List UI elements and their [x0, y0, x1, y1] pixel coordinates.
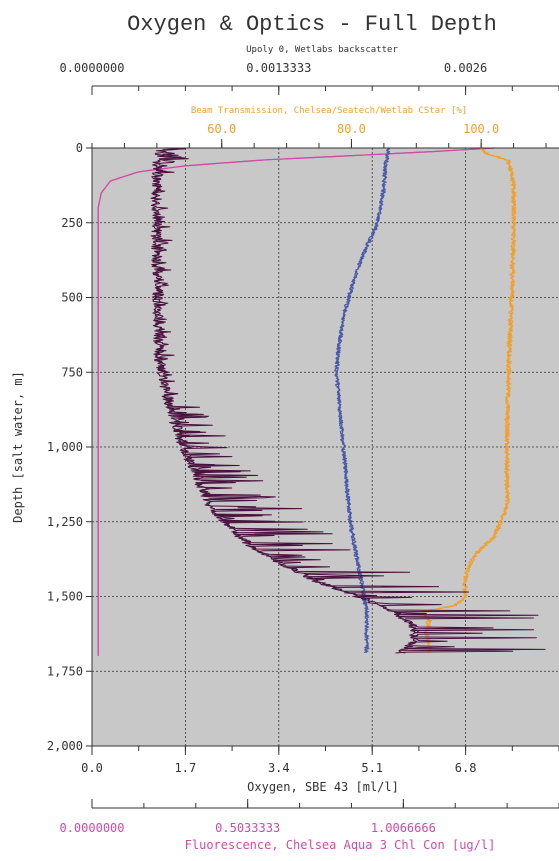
depth-tick-label: 750: [61, 365, 83, 379]
tick-label: 5.1: [361, 761, 383, 775]
oxygen-axis-label: Oxygen, SBE 43 [ml/l]: [247, 780, 399, 794]
fluorescence-series-line: [97, 147, 495, 656]
oxygen-series-line: [334, 147, 391, 654]
tick-label: 0.5033333: [215, 821, 280, 835]
top-axes: Upoly 0, Wetlabs backscatter 0.0000000 0.…: [59, 45, 559, 148]
depth-tick-label: 0: [76, 141, 83, 155]
beam-ticks: 60.0 80.0 100.0: [91, 122, 547, 148]
depth-ticks: 0 250 500 750 1,000 1,250 1,500 1,750 2,000: [47, 141, 92, 753]
tick-label: 100.0: [463, 122, 499, 136]
series-layer: [97, 147, 546, 656]
plot-area: [91, 147, 559, 747]
tick-label: 0.0000000: [59, 61, 124, 75]
tick-label: 60.0: [207, 122, 236, 136]
depth-tick-label: 1,500: [47, 590, 83, 604]
depth-tick-label: 2,000: [47, 739, 83, 753]
tick-label: 0.0: [81, 761, 103, 775]
depth-tick-label: 1,250: [47, 515, 83, 529]
depth-tick-label: 250: [61, 216, 83, 230]
tick-label: 80.0: [337, 122, 366, 136]
tick-label: 1.7: [175, 761, 197, 775]
tick-label: 0.0013333: [246, 61, 311, 75]
tick-label: 0.0026: [444, 61, 487, 75]
beam-axis-label: Beam Transmission, Chelsea/Seatech/Wetla…: [191, 106, 467, 116]
tick-label: 1.0066666: [371, 821, 436, 835]
backscatter-series-line: [150, 147, 546, 654]
beam-series-line: [421, 147, 517, 654]
depth-axis-label: Depth [salt water, m]: [11, 371, 25, 523]
depth-tick-label: 1,000: [47, 440, 83, 454]
bottom-axes: 0.0 1.7 3.4 5.1 6.8 Oxygen, SBE 43 [ml/l] 0.…: [59, 746, 559, 852]
fluorescence-ticks: 0.0000000 0.5033333 1.0066666: [59, 799, 559, 835]
depth-tick-label: 1,750: [47, 664, 83, 678]
fluorescence-axis-label: Fluorescence, Chelsea Aqua 3 Chl Con [ug…: [185, 838, 496, 852]
oxygen-ticks: 0.0 1.7 3.4 5.1 6.8: [81, 746, 559, 775]
grid: [92, 148, 559, 746]
tick-label: 3.4: [268, 761, 290, 775]
tick-label: 0.0000000: [59, 821, 124, 835]
backscatter-ticks: 0.0000000 0.0013333 0.0026: [59, 61, 559, 95]
chart-title: Oxygen & Optics - Full Depth: [127, 12, 497, 37]
backscatter-axis-label: Upoly 0, Wetlabs backscatter: [246, 45, 398, 55]
tick-label: 6.8: [455, 761, 477, 775]
depth-tick-label: 500: [61, 291, 83, 305]
